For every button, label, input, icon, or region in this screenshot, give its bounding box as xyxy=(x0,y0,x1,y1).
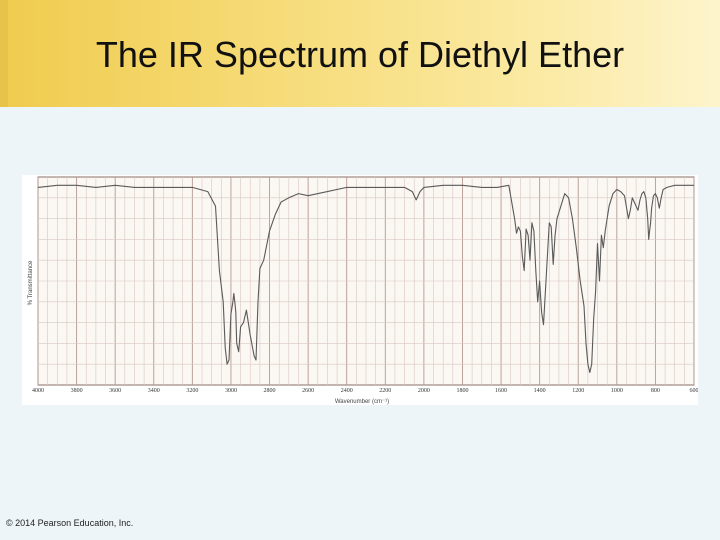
x-tick-label: 2800 xyxy=(264,388,276,394)
x-tick-labels: 4000 3800 3600 3400 3200 3000 2800 2600 2400 2200… xyxy=(32,388,698,394)
x-tick-label: 4000 xyxy=(32,388,44,394)
x-tick-label: 1800 xyxy=(456,388,468,394)
copyright-notice: © 2014 Pearson Education, Inc. xyxy=(6,518,134,528)
x-tick-label: 600 xyxy=(690,388,699,394)
grid xyxy=(37,177,695,385)
x-tick-label: 2000 xyxy=(418,388,430,394)
x-tick-label: 3800 xyxy=(71,388,83,394)
x-tick-label: 800 xyxy=(651,388,660,394)
y-axis-label: % Transmittance xyxy=(28,260,34,305)
x-tick-label: 2200 xyxy=(379,388,391,394)
spectrum-line xyxy=(37,184,694,374)
x-tick-label: 3600 xyxy=(109,388,121,394)
x-tick-label: 3200 xyxy=(186,388,198,394)
x-tick-label: 1000 xyxy=(611,388,623,394)
x-tick-label: 1200 xyxy=(572,388,584,394)
x-axis-label: Wavenumber (cm⁻¹) xyxy=(335,399,389,405)
slide-title: The IR Spectrum of Diethyl Ether xyxy=(95,34,625,75)
header-band xyxy=(0,0,720,107)
x-tick-label: 2400 xyxy=(341,388,353,394)
x-tick-label: 2600 xyxy=(302,388,314,394)
header-accent-bar xyxy=(0,0,8,107)
x-tick-label: 1400 xyxy=(534,388,546,394)
x-tick-label: 3400 xyxy=(148,388,160,394)
chart-svg: 4000 3800 3600 3400 3200 3000 2800 2600 2400 2200… xyxy=(28,176,698,405)
x-tick-label: 3000 xyxy=(225,388,237,394)
x-tick-label: 1600 xyxy=(495,388,507,394)
ir-spectrum-chart: 4000 3800 3600 3400 3200 3000 2800 2600 2400 2200… xyxy=(22,175,698,405)
